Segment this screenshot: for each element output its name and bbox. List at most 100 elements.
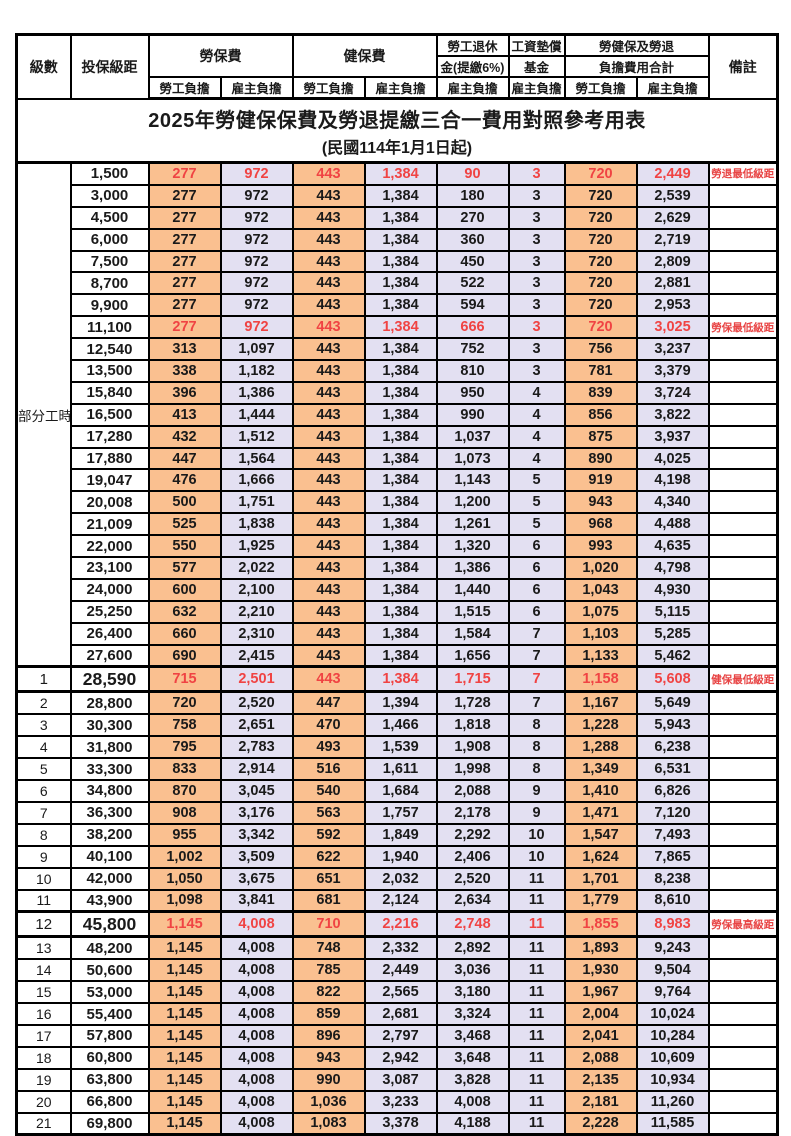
value-cell: 8,610 [635,888,710,913]
value-cell: 180 [435,183,510,208]
col-header-pension-line1: 勞工退休 [435,33,510,57]
value-cell: 1,384 [363,446,438,471]
value-cell: 1,384 [363,380,438,405]
value-cell: 690 [147,643,222,669]
bracket-cell: 17,880 [69,446,150,471]
page-title: 2025年勞健保保費及勞退提繳三合一費用對照參考用表 [148,110,646,132]
value-cell: 277 [147,249,222,274]
value-cell: 3,233 [363,1089,438,1114]
value-cell: 522 [435,271,510,296]
value-cell: 525 [147,512,222,537]
value-cell: 1,228 [563,713,638,738]
value-cell: 9,504 [635,958,710,983]
value-cell: 972 [219,315,294,340]
value-cell: 3 [507,249,566,274]
value-cell: 1,940 [363,844,438,869]
table-row: 20 66,800 1,145 4,008 1,036 3,233 4,008 11 2,181… [15,1089,779,1114]
value-cell: 1,384 [363,402,438,427]
note-cell [707,1067,779,1092]
value-cell: 3,237 [635,337,710,362]
value-cell: 563 [291,800,366,825]
bracket-cell: 28,800 [69,690,150,716]
value-cell: 443 [291,337,366,362]
value-cell: 10,284 [635,1023,710,1048]
value-cell: 592 [291,822,366,847]
value-cell: 270 [435,205,510,230]
value-cell: 2,797 [363,1023,438,1048]
table-row: 8 38,200 955 3,342 592 1,849 2,292 10 1,547 7,493 [15,822,779,847]
table-row: 17,280 432 1,512 443 1,384 1,037 4 875 3,937 [17,424,779,449]
value-cell: 972 [219,249,294,274]
value-cell: 2,520 [435,866,510,891]
value-cell: 4 [507,446,566,471]
note-cell [707,468,779,493]
value-cell: 443 [291,446,366,471]
note-cell [707,227,779,252]
table-row: 15,840 396 1,386 443 1,384 950 4 839 3,724 [17,380,779,405]
table-row: 17,880 447 1,564 443 1,384 1,073 4 890 4,025 [17,446,779,471]
value-cell: 493 [291,735,366,760]
note-cell [707,958,779,983]
value-cell: 2,210 [219,599,294,624]
value-cell: 1,512 [219,424,294,449]
value-cell: 2,135 [563,1067,638,1092]
level-cell: 9 [15,844,72,869]
value-cell: 2,809 [635,249,710,274]
value-cell: 1,624 [563,844,638,869]
note-cell [707,271,779,296]
bracket-cell: 6,000 [69,227,150,252]
table-row: 26,400 660 2,310 443 1,384 1,584 7 1,103 5,285 [17,621,779,646]
bracket-cell: 63,800 [69,1067,150,1092]
value-cell: 1,073 [435,446,510,471]
value-cell: 11 [507,888,566,913]
value-cell: 1,182 [219,359,294,383]
value-cell: 7,865 [635,844,710,869]
table-row: 7,500 277 972 443 1,384 450 3 720 2,809 [17,249,779,274]
value-cell: 4 [507,380,566,405]
value-cell: 1,145 [147,1045,222,1070]
bracket-cell: 8,700 [69,271,150,296]
value-cell: 919 [563,468,638,493]
value-cell: 3,937 [635,424,710,449]
value-cell: 443 [291,402,366,427]
value-cell: 11 [507,910,566,939]
level-cell: 14 [15,958,72,983]
value-cell: 3,675 [219,866,294,891]
value-cell: 5,115 [635,599,710,624]
table-row: 13,500 338 1,182 443 1,384 810 3 781 3,379 [17,359,779,383]
value-cell: 5 [507,468,566,493]
value-cell: 950 [435,380,510,405]
value-cell: 1,386 [435,556,510,580]
value-cell: 720 [563,183,638,208]
value-cell: 4,188 [435,1111,510,1136]
level-cell: 4 [15,735,72,760]
value-cell: 3,841 [219,888,294,913]
subheader-pension-employer: 雇主負擔 [435,76,510,100]
note-cell [707,643,779,669]
value-cell: 4,008 [219,980,294,1005]
value-cell: 3 [507,183,566,208]
value-cell: 8,983 [635,910,710,939]
table-row: 22,000 550 1,925 443 1,384 1,320 6 993 4,635 [17,534,779,559]
value-cell: 432 [147,424,222,449]
part-time-label-cell: 部分工時 [15,161,72,668]
value-cell: 3,324 [435,1002,510,1026]
value-cell: 2,406 [435,844,510,869]
value-cell: 7 [507,621,566,646]
value-cell: 7 [507,665,566,694]
value-cell: 1,384 [363,621,438,646]
value-cell: 413 [147,402,222,427]
value-cell: 277 [147,315,222,340]
value-cell: 1,384 [363,337,438,362]
value-cell: 1,036 [291,1089,366,1114]
value-cell: 1,261 [435,512,510,537]
value-cell: 1,967 [563,980,638,1005]
bracket-cell: 11,100 [69,315,150,340]
value-cell: 11 [507,1067,566,1092]
value-cell: 2,178 [435,800,510,825]
value-cell: 5,285 [635,621,710,646]
col-header-total-line1: 勞健保及勞退 [563,33,710,57]
value-cell: 277 [147,161,222,186]
value-cell: 4,008 [219,1089,294,1114]
value-cell: 443 [291,205,366,230]
